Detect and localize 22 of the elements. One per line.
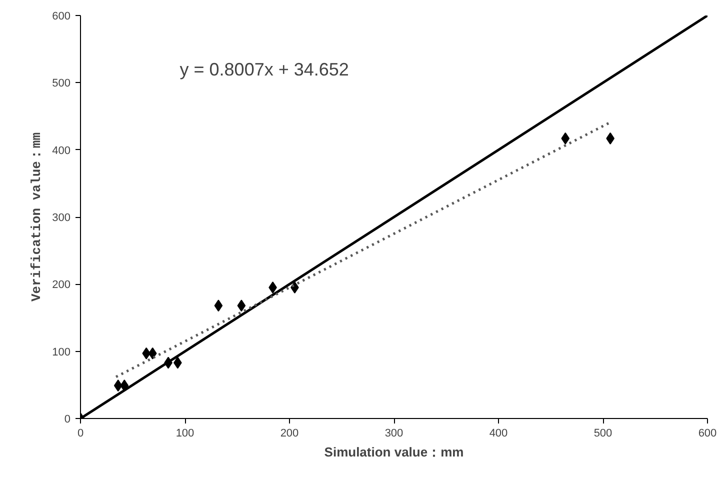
y-tick-label: 600 [52,10,71,22]
x-axis-title: Simulation value：mm [324,444,464,460]
annotation: y = 0.8007x + 34.652 [180,59,349,80]
point [237,300,246,312]
x-tick-label: 600 [698,428,717,440]
point [214,300,223,312]
point [561,132,570,144]
y-tick-label: 0 [64,414,71,426]
y-tick-label: 200 [52,279,71,292]
y-tick-label: 400 [52,144,71,157]
point [114,380,122,392]
point [148,347,157,360]
y-tick-label: 500 [52,78,71,90]
y-tick-label: 100 [52,346,71,358]
x-tick-label: 300 [384,428,404,440]
y-axis-title: Verification value：mm [29,132,44,302]
x-tick-label: 200 [280,428,299,440]
x-tick-label: 0 [77,428,84,440]
y-tick-label: 300 [52,212,71,224]
x-tick-label: 400 [489,428,508,440]
x-tick-label: 500 [594,428,612,440]
x-tick-label: 100 [176,428,194,440]
